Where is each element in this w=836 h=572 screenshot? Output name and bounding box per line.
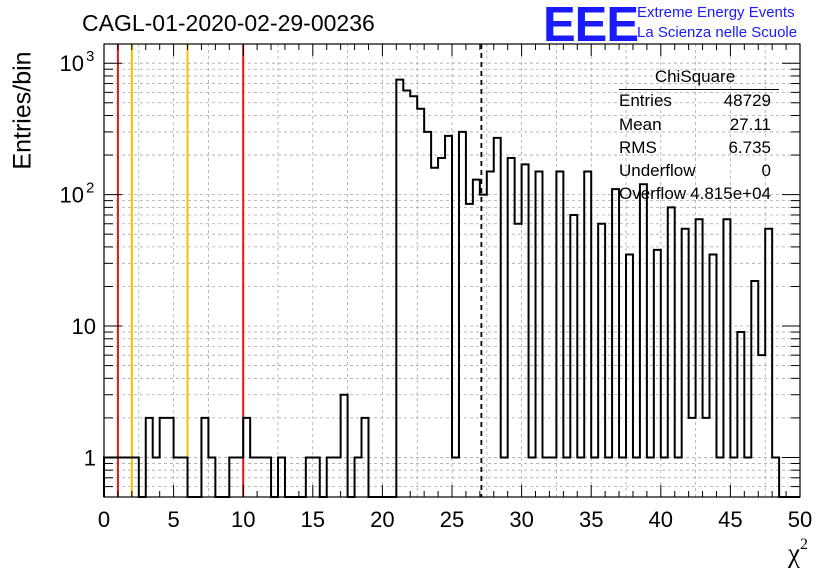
x-axis-label: χ2	[788, 536, 808, 569]
x-tick-label: 25	[440, 507, 464, 532]
eee-logo: EEE	[543, 0, 639, 52]
x-tick-label: 45	[718, 507, 742, 532]
y-tick-label: 10	[60, 183, 84, 208]
x-tick-label: 30	[509, 507, 533, 532]
x-tick-label: 15	[301, 507, 325, 532]
stats-key: Mean	[619, 115, 662, 134]
stats-title: ChiSquare	[654, 67, 736, 86]
y-tick-label-exponent: 3	[86, 48, 94, 65]
y-tick-label-exponent: 2	[86, 180, 94, 197]
stats-key: Entries	[619, 91, 672, 110]
stats-row-underflow: Underflow 0	[619, 161, 771, 183]
stats-box: ChiSquare Entries 48729 Mean 27.11 RMS 6…	[611, 67, 779, 205]
logo-caption-line2: La Scienza nelle Scuole	[637, 24, 798, 41]
x-axis-label-base: χ	[788, 538, 800, 568]
x-tick-label: 20	[370, 507, 394, 532]
x-tick-label: 50	[788, 507, 812, 532]
stats-key: Underflow	[619, 161, 696, 180]
x-tick-label: 0	[98, 507, 110, 532]
stats-row-mean: Mean 27.11	[619, 115, 771, 137]
x-tick-label: 35	[579, 507, 603, 532]
y-tick-label: 10	[60, 51, 84, 76]
logo-caption-line1: Extreme Energy Events	[637, 4, 795, 21]
x-tick-label: 40	[649, 507, 673, 532]
y-tick-label: 1	[84, 445, 96, 470]
x-tick-label: 10	[231, 507, 255, 532]
stats-value: 48729	[723, 91, 771, 110]
stats-key: RMS	[619, 138, 657, 157]
y-tick-label: 10	[72, 314, 96, 339]
stats-key: Overflow	[619, 184, 687, 203]
stats-row-overflow: Overflow 4.815e+04	[619, 184, 771, 206]
plot-title: CAGL-01-2020-02-29-00236	[82, 10, 375, 36]
stats-divider	[619, 89, 779, 90]
stats-value: 27.11	[729, 115, 771, 134]
stats-row-rms: RMS 6.735	[619, 138, 771, 160]
x-axis-label-exponent: 2	[800, 536, 808, 553]
stats-value: 4.815e+04	[690, 184, 771, 203]
stats-value: 0	[761, 161, 771, 180]
x-tick-label: 5	[167, 507, 179, 532]
histogram-bars	[103, 78, 800, 498]
stats-value: 6.735	[728, 138, 771, 157]
stats-row-entries: Entries 48729	[619, 91, 771, 113]
